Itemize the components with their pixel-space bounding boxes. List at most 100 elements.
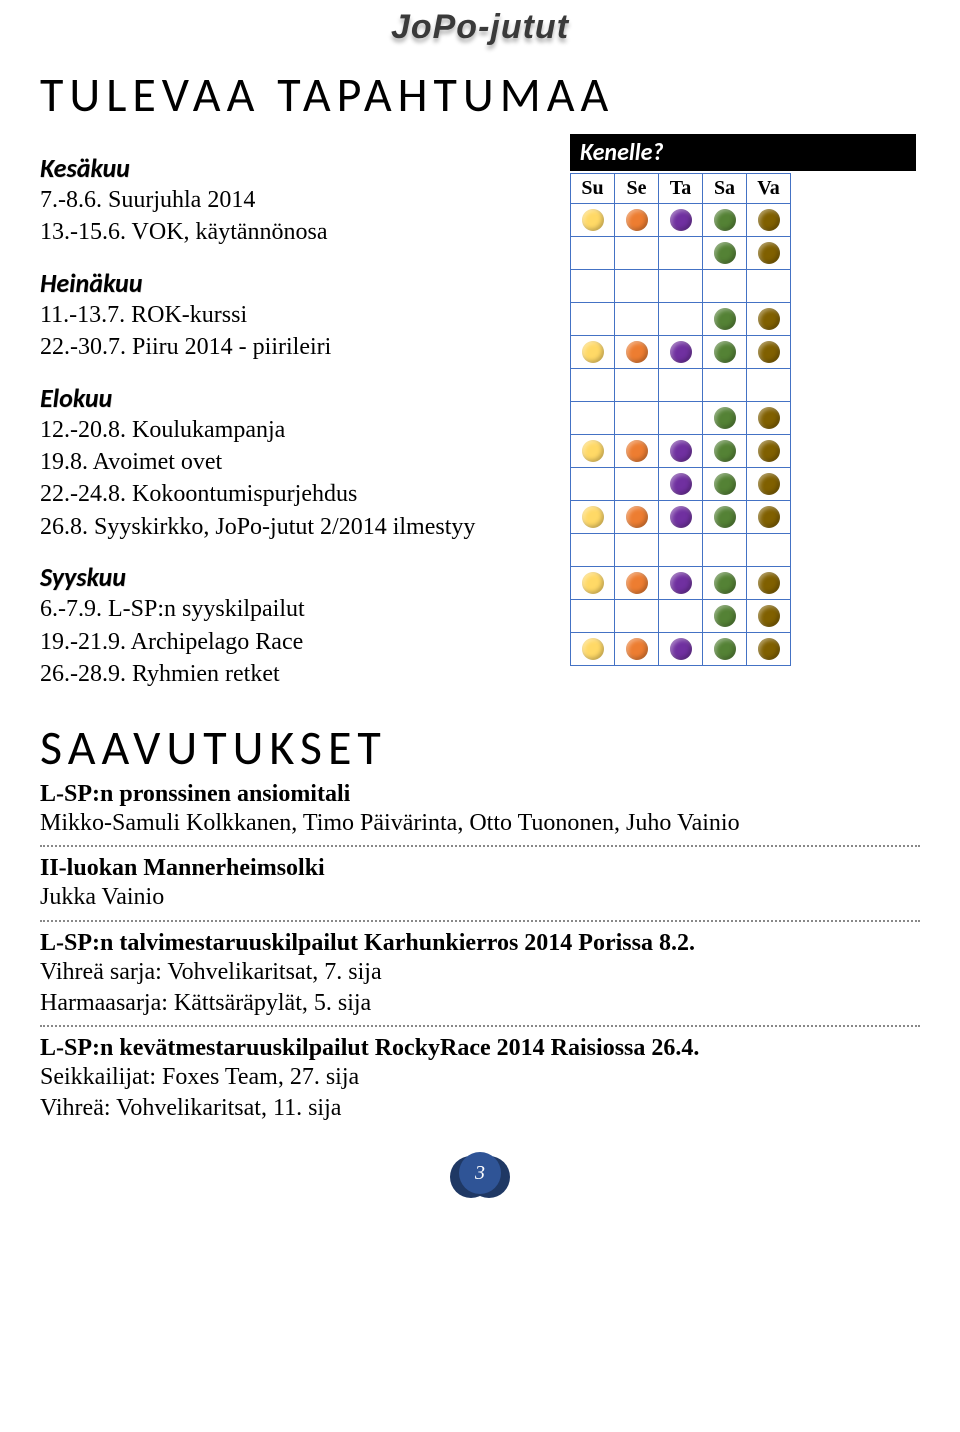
grid-cell	[703, 600, 747, 633]
grid-cell	[571, 567, 615, 600]
achievement-heading: L-SP:n pronssinen ansiomitali	[40, 781, 920, 808]
grid-cell	[659, 468, 703, 501]
grid-cell	[703, 270, 747, 303]
grid-cell	[659, 204, 703, 237]
dot-icon	[714, 341, 736, 363]
grid-cell	[747, 237, 791, 270]
dot-icon	[714, 506, 736, 528]
grid-cell	[571, 270, 615, 303]
grid-cell	[571, 402, 615, 435]
grid-cell	[615, 633, 659, 666]
month-heading: Heinäkuu	[40, 267, 560, 299]
dot-icon	[714, 308, 736, 330]
grid-cell	[747, 435, 791, 468]
dot-icon	[626, 440, 648, 462]
grid-cell	[747, 402, 791, 435]
grid-cell	[571, 204, 615, 237]
dot-icon	[670, 506, 692, 528]
event-line: 7.-8.6. Suurjuhla 2014	[40, 184, 560, 216]
dot-icon	[758, 308, 780, 330]
grid-cell	[747, 270, 791, 303]
dot-icon	[714, 572, 736, 594]
events-column: Kesäkuu7.-8.6. Suurjuhla 201413.-15.6. V…	[0, 134, 560, 690]
dot-icon	[758, 440, 780, 462]
achievement-body: Vihreä sarja: Vohvelikaritsat, 7. sija	[40, 957, 920, 988]
dot-icon	[582, 638, 604, 660]
month-heading: Syyskuu	[40, 561, 560, 593]
grid-cell	[747, 534, 791, 567]
kenelle-column: Kenelle? SuSeTaSaVa	[560, 134, 920, 666]
grid-cell	[571, 237, 615, 270]
grid-cell	[659, 633, 703, 666]
grid-cell	[747, 567, 791, 600]
dot-icon	[714, 473, 736, 495]
dot-icon	[582, 572, 604, 594]
divider	[40, 1025, 920, 1027]
grid-cell	[659, 270, 703, 303]
grid-cell	[571, 336, 615, 369]
grid-cell	[659, 534, 703, 567]
dot-icon	[670, 440, 692, 462]
month-heading: Elokuu	[40, 382, 560, 414]
achievement-body: Jukka Vainio	[40, 882, 920, 913]
grid-cell	[571, 468, 615, 501]
event-line: 26.-28.9. Ryhmien retket	[40, 658, 560, 690]
achievement-heading: II-luokan Mannerheimsolki	[40, 855, 920, 882]
dot-icon	[626, 506, 648, 528]
grid-header: Ta	[659, 174, 703, 204]
grid-cell	[615, 303, 659, 336]
dot-icon	[714, 440, 736, 462]
event-line: 13.-15.6. VOK, käytännönosa	[40, 216, 560, 248]
event-line: 19.-21.9. Archipelago Race	[40, 626, 560, 658]
dot-icon	[670, 638, 692, 660]
dot-icon	[758, 209, 780, 231]
dot-icon	[714, 605, 736, 627]
grid-cell	[659, 600, 703, 633]
event-line: 6.-7.9. L-SP:n syyskilpailut	[40, 593, 560, 625]
grid-cell	[615, 204, 659, 237]
dot-icon	[670, 473, 692, 495]
grid-header: Va	[747, 174, 791, 204]
header-logo: JoPo-jutut	[0, 0, 960, 47]
grid-cell	[615, 435, 659, 468]
main-title-achievements: SAAVUTUKSET	[40, 718, 960, 777]
grid-cell	[615, 369, 659, 402]
grid-cell	[571, 534, 615, 567]
main-title-upcoming: TULEVAA TAPAHTUMAA	[40, 65, 960, 124]
achievement-body: Vihreä: Vohvelikaritsat, 11. sija	[40, 1093, 920, 1124]
grid-cell	[615, 270, 659, 303]
grid-cell	[571, 501, 615, 534]
grid-cell	[703, 534, 747, 567]
page-number: 3	[450, 1162, 510, 1185]
dot-icon	[626, 341, 648, 363]
divider	[40, 845, 920, 847]
dot-icon	[714, 407, 736, 429]
grid-cell	[571, 435, 615, 468]
content-wrap: Kesäkuu7.-8.6. Suurjuhla 201413.-15.6. V…	[0, 134, 960, 690]
dot-icon	[670, 341, 692, 363]
dot-icon	[758, 407, 780, 429]
dot-icon	[758, 473, 780, 495]
dot-icon	[758, 605, 780, 627]
dot-icon	[670, 209, 692, 231]
achievement-body: Harmaasarja: Kättsäräpylät, 5. sija	[40, 988, 920, 1019]
grid-cell	[659, 336, 703, 369]
grid-cell	[747, 600, 791, 633]
grid-cell	[615, 237, 659, 270]
grid-cell	[615, 336, 659, 369]
grid-cell	[747, 336, 791, 369]
audience-grid: SuSeTaSaVa	[570, 173, 791, 666]
grid-cell	[703, 402, 747, 435]
dot-icon	[714, 242, 736, 264]
grid-cell	[659, 501, 703, 534]
grid-cell	[659, 402, 703, 435]
event-line: 22.-30.7. Piiru 2014 - piirileiri	[40, 331, 560, 363]
dot-icon	[758, 242, 780, 264]
dot-icon	[626, 572, 648, 594]
dot-icon	[670, 572, 692, 594]
dot-icon	[582, 440, 604, 462]
grid-cell	[615, 567, 659, 600]
grid-cell	[659, 567, 703, 600]
achievements: L-SP:n pronssinen ansiomitaliMikko-Samul…	[0, 781, 960, 1124]
grid-cell	[703, 303, 747, 336]
